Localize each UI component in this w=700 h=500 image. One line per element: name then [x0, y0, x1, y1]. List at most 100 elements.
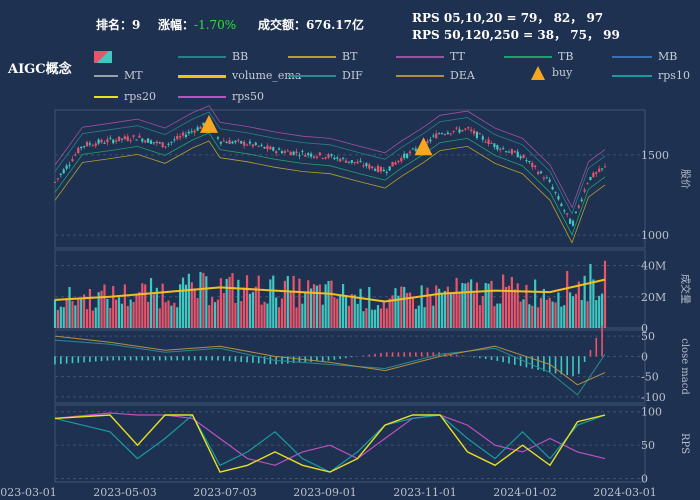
- volume-bar-109: [371, 309, 374, 328]
- candle-body-78: [280, 151, 284, 154]
- candle-body-60: [228, 140, 231, 145]
- volume-bar-9: [80, 297, 83, 328]
- macd-hist-188: [601, 325, 603, 357]
- volume-bar-182: [583, 275, 586, 328]
- candle-body-173: [557, 196, 560, 200]
- volume-bar-77: [277, 307, 281, 328]
- macd-hist-68: [252, 356, 254, 363]
- volume-bar-50: [199, 271, 202, 328]
- candle-body-179: [574, 211, 577, 213]
- macd-hist-152: [496, 356, 499, 361]
- volume-bar-168: [542, 288, 545, 328]
- volume-bar-69: [254, 286, 257, 328]
- candle-body-35: [155, 141, 158, 144]
- candle-body-26: [129, 140, 132, 142]
- macd-hist-38: [164, 356, 167, 361]
- volume-bar-156: [507, 285, 511, 328]
- macd-hist-26: [129, 356, 132, 361]
- candle-body-99: [341, 157, 345, 159]
- volume-bar-12: [88, 288, 92, 328]
- volume-bar-132: [438, 288, 441, 328]
- candle-body-152: [496, 145, 499, 150]
- macd-hist-164: [531, 356, 534, 369]
- candle-body-141: [464, 128, 467, 130]
- volume-bar-143: [470, 279, 473, 328]
- candle-body-10: [83, 145, 86, 147]
- volume-bar-177: [568, 292, 572, 328]
- candle-body-103: [353, 161, 356, 163]
- volume-bar-124: [414, 308, 417, 328]
- rps-line-1: RPS 05,10,20 = 79， 82， 97: [412, 11, 604, 25]
- macd-hist-74: [269, 356, 272, 365]
- candle-body-97: [336, 157, 339, 159]
- macd-hist-44: [182, 356, 184, 361]
- volume-bar-6: [71, 301, 74, 328]
- volume-bar-15: [97, 292, 100, 328]
- candle-body-33: [149, 140, 153, 144]
- macd-hist-2: [60, 356, 62, 365]
- volume-bar-102: [350, 294, 353, 328]
- macd-hist-184: [589, 349, 592, 357]
- volume-bar-65: [243, 287, 246, 328]
- volume-bar-60: [228, 276, 231, 328]
- candle-body-107: [365, 163, 368, 167]
- volume-bar-13: [91, 310, 94, 328]
- candle-body-30: [141, 138, 144, 142]
- volume-bar-108: [368, 287, 371, 328]
- candle-body-146: [478, 133, 481, 135]
- candle-body-140: [461, 129, 464, 132]
- macd-hist-50: [199, 356, 202, 361]
- candle-body-171: [551, 186, 554, 190]
- volume-bar-86: [304, 291, 307, 328]
- volume-bar-53: [208, 305, 211, 328]
- candle-body-136: [449, 133, 452, 135]
- macd-hist-0: [54, 356, 56, 365]
- y-tick-volume-0: 0: [641, 322, 648, 335]
- candle-body-172: [554, 191, 557, 193]
- candle-body-151: [493, 143, 496, 148]
- volume-bar-20: [112, 285, 115, 328]
- candle-body-34: [152, 142, 156, 144]
- candle-body-81: [289, 152, 292, 156]
- y-tick-price-1: 1500: [641, 149, 669, 162]
- candle-body-105: [359, 160, 362, 162]
- macd-hist-120: [403, 352, 406, 357]
- candle-body-148: [484, 141, 487, 143]
- macd-hist-60: [228, 356, 231, 362]
- volume-bar-176: [566, 271, 569, 328]
- candle-body-158: [513, 150, 516, 153]
- volume-bar-78: [280, 298, 284, 328]
- candle-body-154: [502, 148, 505, 150]
- volume-bar-141: [464, 283, 467, 328]
- candle-body-0: [53, 181, 57, 183]
- candle-body-91: [318, 152, 321, 156]
- volume-bar-150: [490, 280, 493, 328]
- volume-bar-136: [449, 293, 452, 328]
- macd-hist-36: [158, 356, 161, 361]
- volume-bar-19: [109, 307, 112, 328]
- legend-item-rps50: rps50: [178, 90, 264, 103]
- legend-item-dea: DEA: [396, 69, 475, 82]
- candle-body-155: [504, 151, 508, 153]
- candle-body-32: [147, 138, 150, 143]
- volume-bar-167: [539, 298, 543, 328]
- candle-body-112: [379, 166, 383, 172]
- macd-hist-6: [71, 356, 74, 364]
- volume-bar-125: [417, 305, 420, 328]
- volume-bar-33: [149, 278, 153, 328]
- macd-hist-80: [287, 356, 289, 364]
- volume-bar-68: [251, 292, 254, 328]
- candle-body-160: [519, 156, 522, 159]
- macd-hist-110: [374, 353, 376, 357]
- volume-bar-119: [400, 286, 403, 328]
- volume-bar-59: [225, 278, 228, 328]
- volume-bar-148: [484, 282, 487, 328]
- macd-hist-158: [513, 356, 516, 365]
- candle-body-24: [123, 136, 126, 140]
- volume-bar-123: [411, 298, 415, 328]
- candle-body-165: [534, 165, 537, 168]
- candle-body-189: [603, 166, 607, 168]
- volume-bar-174: [560, 306, 563, 328]
- candle-body-17: [103, 142, 106, 144]
- y-tick-macd-3: 50: [641, 330, 655, 343]
